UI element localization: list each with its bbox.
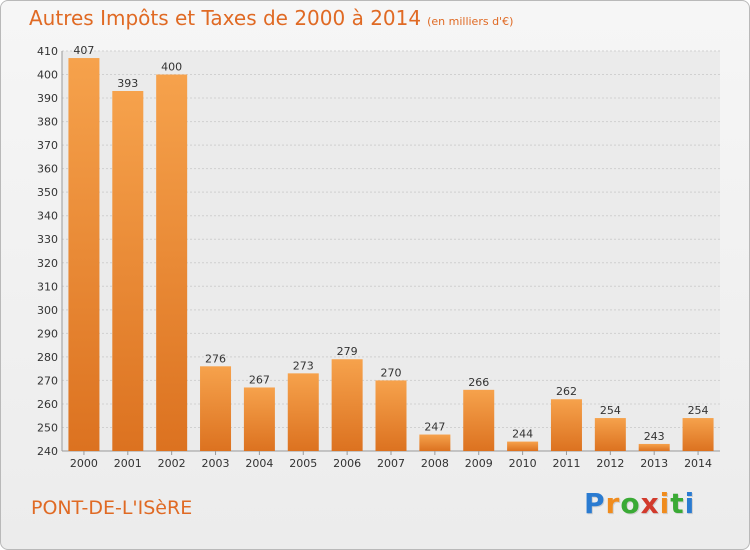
data-label: 393: [117, 77, 138, 90]
x-tick-label: 2012: [596, 457, 624, 470]
y-tick-label: 370: [37, 139, 58, 152]
y-tick-label: 280: [37, 351, 58, 364]
x-tick-label: 2010: [509, 457, 537, 470]
bar: [682, 418, 714, 451]
x-tick-label: 2004: [245, 457, 273, 470]
y-tick-label: 260: [37, 398, 58, 411]
y-tick-label: 340: [37, 210, 58, 223]
y-tick-label: 400: [37, 69, 58, 82]
data-label: 247: [424, 421, 445, 434]
bar: [419, 434, 451, 451]
logo-letter: i: [684, 487, 696, 520]
data-label: 279: [337, 345, 358, 358]
y-tick-label: 320: [37, 257, 58, 270]
chart-title: Autres Impôts et Taxes de 2000 à 2014 (en…: [29, 6, 514, 30]
logo-letter: i: [659, 487, 671, 520]
bar: [375, 380, 407, 451]
bar: [594, 418, 626, 451]
x-tick-label: 2011: [552, 457, 580, 470]
y-tick-label: 350: [37, 186, 58, 199]
y-tick-label: 270: [37, 374, 58, 387]
data-label: 273: [293, 359, 314, 372]
y-tick-label: 310: [37, 280, 58, 293]
bar: [287, 373, 319, 451]
logo-letter: o: [620, 487, 641, 520]
data-label: 254: [688, 404, 709, 417]
x-tick-label: 2006: [333, 457, 361, 470]
y-tick-label: 390: [37, 92, 58, 105]
data-label: 243: [644, 430, 665, 443]
data-label: 276: [205, 352, 226, 365]
data-label: 262: [556, 385, 577, 398]
data-label: 244: [512, 428, 533, 441]
bar: [68, 58, 100, 451]
x-tick-label: 2013: [640, 457, 668, 470]
y-tick-label: 290: [37, 327, 58, 340]
data-label: 400: [161, 61, 182, 74]
bar: [507, 441, 539, 451]
x-tick-label: 2014: [684, 457, 712, 470]
data-label: 270: [381, 366, 402, 379]
bar: [200, 366, 232, 451]
bar: [463, 389, 495, 451]
y-tick-label: 380: [37, 116, 58, 129]
commune-name: PONT-DE-L'ISèRE: [31, 497, 193, 519]
bar: [331, 359, 363, 451]
x-tick-label: 2005: [289, 457, 317, 470]
x-tick-label: 2002: [158, 457, 186, 470]
x-tick-label: 2008: [421, 457, 449, 470]
bar: [638, 443, 670, 451]
data-label: 266: [468, 376, 489, 389]
bar: [112, 91, 144, 451]
chart-subtitle: (en milliers d'€): [427, 15, 514, 28]
y-tick-label: 330: [37, 233, 58, 246]
y-tick-label: 410: [37, 45, 58, 58]
bar: [550, 399, 582, 451]
data-label: 254: [600, 404, 621, 417]
x-tick-label: 2003: [202, 457, 230, 470]
logo-letter: x: [640, 487, 660, 520]
x-tick-label: 2000: [70, 457, 98, 470]
logo-letter: P: [584, 487, 606, 520]
proxiti-logo[interactable]: Proxiti: [584, 487, 695, 520]
x-tick-label: 2009: [465, 457, 493, 470]
logo-letter: r: [605, 487, 621, 520]
y-tick-label: 250: [37, 421, 58, 434]
x-tick-label: 2001: [114, 457, 142, 470]
y-tick-label: 300: [37, 304, 58, 317]
data-label: 267: [249, 373, 270, 386]
data-label: 407: [73, 44, 94, 57]
x-tick-label: 2007: [377, 457, 405, 470]
logo-letter: t: [670, 487, 685, 520]
bar: [156, 74, 188, 451]
bar: [243, 387, 275, 451]
y-tick-label: 240: [37, 445, 58, 458]
y-tick-label: 360: [37, 163, 58, 176]
